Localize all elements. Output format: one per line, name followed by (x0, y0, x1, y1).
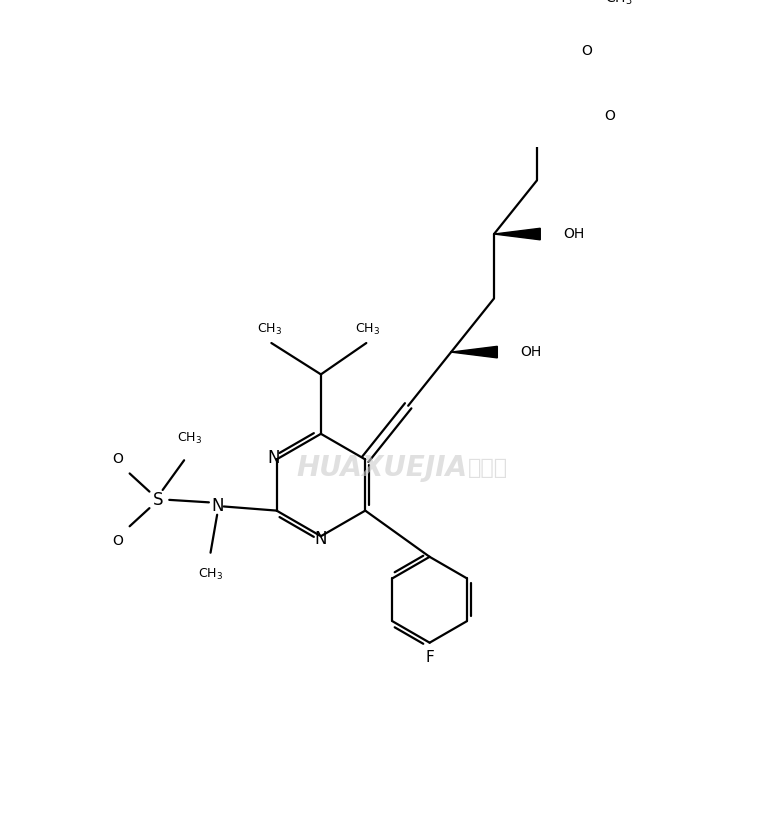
Text: OH: OH (563, 227, 584, 241)
Text: N: N (267, 449, 280, 467)
Text: O: O (604, 109, 616, 123)
Text: F: F (426, 650, 434, 665)
Text: O: O (112, 452, 124, 465)
Text: N: N (211, 497, 223, 516)
Text: 化学加: 化学加 (468, 459, 508, 479)
Polygon shape (494, 228, 540, 239)
Text: OH: OH (520, 345, 542, 359)
Text: CH$_3$: CH$_3$ (176, 431, 202, 446)
Text: S: S (153, 491, 163, 509)
Text: O: O (112, 534, 124, 549)
Text: CH$_3$: CH$_3$ (355, 323, 380, 338)
Text: HUAXUEJIA: HUAXUEJIA (296, 454, 468, 482)
Text: CH$_3$: CH$_3$ (257, 323, 282, 338)
Text: N: N (315, 531, 327, 549)
Text: CH$_3$: CH$_3$ (198, 567, 223, 582)
Polygon shape (451, 346, 497, 358)
Text: CH$_3$: CH$_3$ (605, 0, 633, 7)
Text: O: O (581, 45, 592, 58)
